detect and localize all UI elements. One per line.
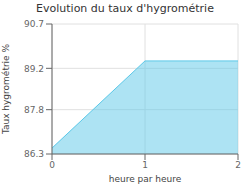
svg-text:1: 1 (142, 160, 148, 170)
svg-text:heure par heure: heure par heure (109, 174, 182, 184)
html-text:Evolution du taux d'hygrométri: Evolution du taux d'hygrométrie (36, 2, 214, 15)
svg-text:86.3: 86.3 (24, 149, 44, 159)
svg-text:89.2: 89.2 (24, 64, 44, 74)
svg-text:87.8: 87.8 (24, 105, 44, 115)
svg-text:Taux hygrométrie %: Taux hygrométrie % (8, 43, 11, 135)
svg-text:90.7: 90.7 (24, 19, 44, 29)
svg-text:0: 0 (49, 160, 55, 170)
svg-text:2: 2 (235, 160, 241, 170)
